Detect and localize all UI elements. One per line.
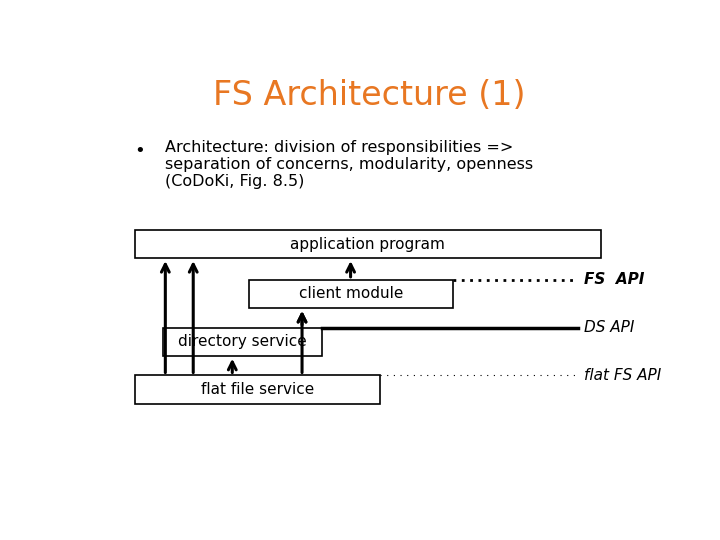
Text: directory service: directory service (178, 334, 307, 349)
Text: DS API: DS API (584, 320, 634, 335)
Text: •: • (135, 141, 145, 160)
Bar (135, 375, 380, 404)
Text: Architecture: division of responsibilities =>: Architecture: division of responsibiliti… (166, 140, 513, 156)
Text: application program: application program (290, 237, 445, 252)
Text: (CoDoKi, Fig. 8.5): (CoDoKi, Fig. 8.5) (166, 174, 305, 189)
Text: flat file service: flat file service (201, 382, 314, 397)
Text: FS Architecture (1): FS Architecture (1) (212, 79, 526, 112)
Text: flat FS API: flat FS API (584, 368, 661, 383)
Bar (249, 280, 453, 308)
Bar (163, 328, 322, 356)
Text: separation of concerns, modularity, openness: separation of concerns, modularity, open… (166, 157, 534, 172)
Text: client module: client module (299, 286, 403, 301)
Bar (135, 230, 600, 258)
Text: FS  API: FS API (584, 272, 644, 287)
